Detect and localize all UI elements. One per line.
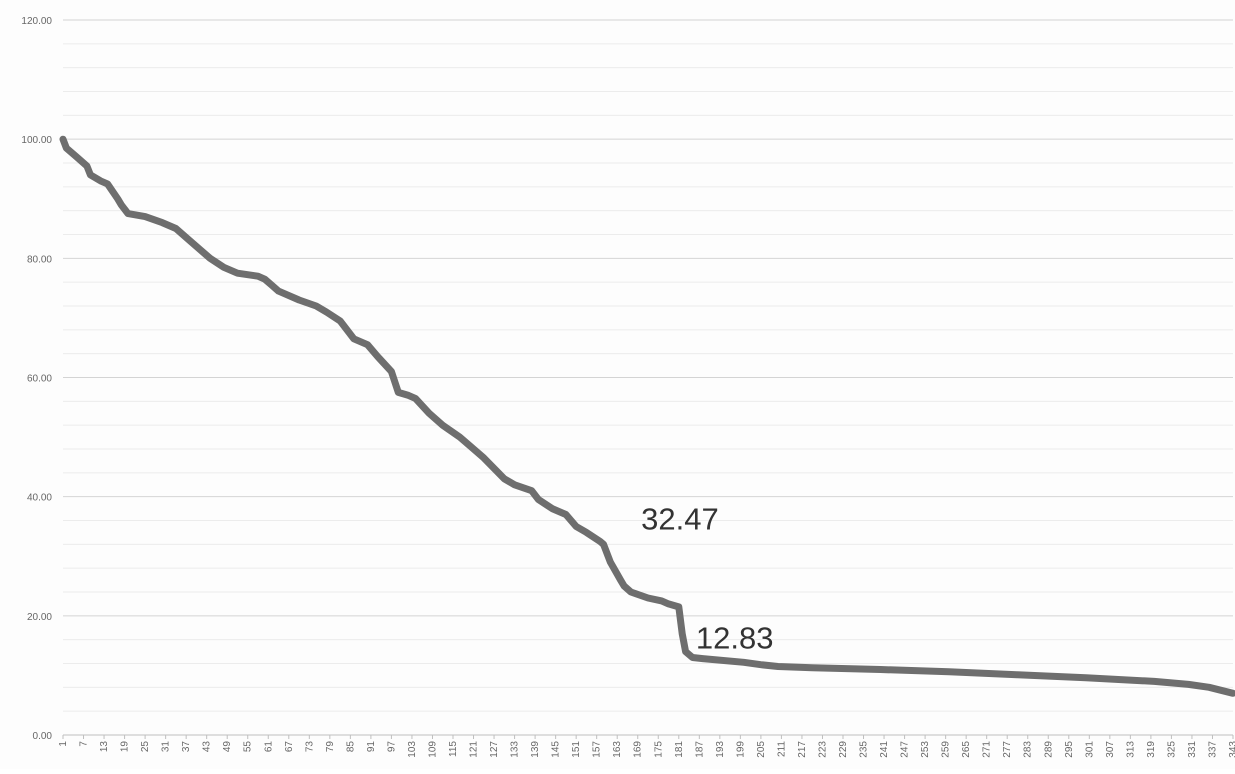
y-tick-label: 60.00 [27,374,52,385]
x-tick-label: 7 [79,741,90,747]
value-annotation: 32.47 [641,501,719,536]
x-tick-label: 325 [1166,741,1177,758]
x-tick-label: 319 [1146,741,1157,758]
x-tick-label: 283 [1023,741,1034,758]
x-tick-label: 109 [427,741,438,758]
x-tick-label: 49 [222,741,233,753]
x-tick-label: 91 [366,741,377,753]
annotations: 32.47 12.83 [641,501,773,655]
x-tick-label: 163 [612,741,623,758]
x-tick-label: 151 [571,741,582,758]
x-tick-label: 253 [920,741,931,758]
x-tick-label: 223 [817,741,828,758]
y-tick-label: 100.00 [21,135,52,146]
value-annotation: 12.83 [696,621,774,656]
x-tick-label: 115 [448,741,459,757]
x-tick-label: 295 [1064,741,1075,758]
x-tick-label: 301 [1084,741,1095,758]
x-tick-label: 181 [674,741,685,758]
x-tick-label: 55 [243,741,254,753]
tick-labels: 0.00 20.00 40.00 60.00 80.00 100.00 120.00 1 7 13… [21,16,1235,758]
x-tick-label: 97 [386,741,397,753]
x-tick-label: 127 [489,741,500,758]
x-tick-label: 265 [961,741,972,758]
x-tick-label: 157 [592,741,603,758]
x-tick-label: 259 [941,741,952,758]
x-tick-label: 193 [715,741,726,758]
y-tick-label: 20.00 [27,612,52,623]
x-tick-label: 139 [530,741,541,758]
y-tick-label: 0.00 [33,731,53,742]
x-tick-label: 229 [838,741,849,758]
x-tick-label: 85 [345,741,356,753]
x-tick-label: 289 [1043,741,1054,758]
x-tick-label: 25 [140,741,151,753]
x-tick-label: 37 [181,741,192,753]
x-tick-label: 313 [1125,741,1136,758]
x-tick-label: 187 [694,741,705,758]
x-tick-label: 199 [735,741,746,758]
x-tick-label: 217 [797,741,808,758]
x-tick-label: 103 [407,741,418,758]
x-tick-label: 121 [469,741,480,758]
x-tick-label: 337 [1207,741,1218,758]
x-tick-label: 43 [202,741,213,753]
x-tick-label: 73 [304,741,315,753]
x-tick-label: 277 [1002,741,1013,758]
x-tick-label: 205 [756,741,767,758]
y-tick-label: 40.00 [27,493,52,504]
x-tick-label: 13 [99,741,110,753]
x-tick-label: 175 [653,741,664,758]
x-tick-label: 271 [982,741,993,758]
x-tick-label: 169 [633,741,644,758]
x-tick-label: 19 [120,741,131,753]
x-tick-label: 1 [58,741,69,747]
grid-lines [63,19,1233,736]
x-tick-label: 79 [325,741,336,753]
x-tick-label: 235 [859,741,870,758]
y-tick-label: 80.00 [27,254,52,265]
x-tick-label: 133 [510,741,521,758]
series-lines [59,135,1235,697]
x-tick-label: 145 [551,741,562,758]
x-tick-label: 343 [1228,741,1235,758]
x-tick-label: 211 [776,741,787,757]
x-tick-label: 331 [1187,741,1198,758]
x-tick-label: 31 [161,741,172,753]
x-tick-label: 61 [263,741,274,753]
y-tick-label: 120.00 [21,16,52,27]
x-tick-label: 67 [284,741,295,753]
series-line [59,135,1235,697]
axes [62,734,1234,739]
x-tick-label: 247 [900,741,911,758]
x-tick-label: 241 [879,741,890,758]
x-tick-label: 307 [1105,741,1116,758]
